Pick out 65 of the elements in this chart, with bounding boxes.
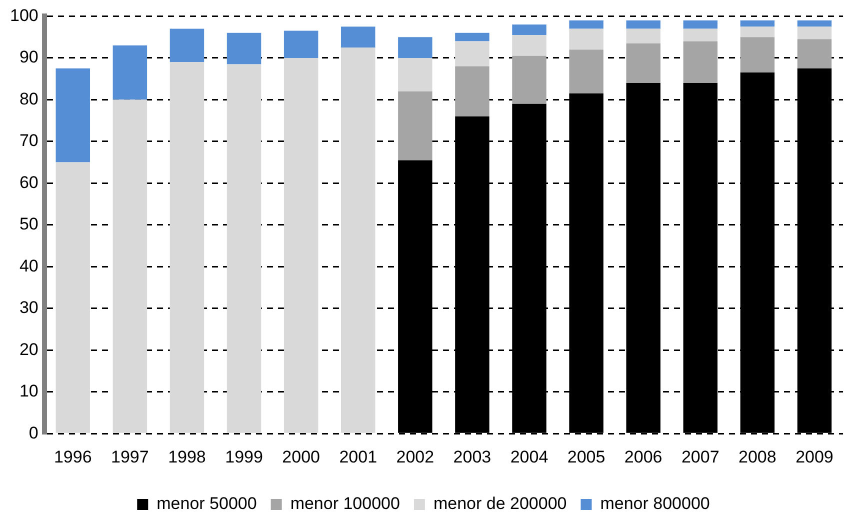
bar	[569, 28, 604, 50]
x-tick-label: 2008	[738, 447, 776, 466]
bar	[112, 45, 148, 100]
bar	[284, 58, 318, 433]
bar	[284, 30, 318, 58]
legend-label: menor de 200000	[433, 494, 567, 514]
bar	[398, 58, 432, 92]
x-tick-label: 1996	[54, 447, 92, 466]
bar	[226, 64, 262, 433]
bar	[56, 68, 90, 162]
y-tick-label: 0	[28, 423, 38, 442]
bar	[112, 100, 148, 433]
legend-label: menor 100000	[290, 494, 400, 514]
bar	[626, 43, 660, 83]
bar	[56, 162, 90, 433]
bar	[512, 56, 546, 104]
bar	[797, 26, 832, 40]
x-tick-label: 1997	[111, 447, 149, 466]
y-tick-label: 20	[19, 340, 38, 359]
bar	[341, 48, 376, 433]
bar	[683, 41, 718, 83]
bar	[626, 20, 660, 29]
bar	[569, 50, 604, 94]
x-tick-label: 2007	[681, 447, 720, 466]
bar	[569, 20, 604, 29]
y-tick-label: 90	[19, 48, 38, 67]
y-tick-label: 80	[19, 89, 38, 108]
bar	[740, 26, 775, 38]
bar	[455, 32, 490, 42]
bar	[170, 62, 204, 433]
x-tick-label: 1999	[225, 447, 263, 466]
y-tick-label: 10	[19, 382, 38, 401]
bar	[398, 37, 432, 58]
x-tick-label: 2005	[567, 447, 606, 466]
bar	[740, 37, 775, 73]
x-tick-label: 2006	[624, 447, 662, 466]
bar	[170, 28, 204, 62]
bar	[683, 28, 718, 42]
x-tick-label: 2003	[453, 447, 492, 466]
bar	[626, 28, 660, 44]
bar	[512, 24, 546, 35]
y-tick-label: 50	[19, 214, 38, 234]
bar	[740, 20, 775, 27]
bar	[455, 66, 490, 116]
x-tick-label: 1998	[168, 447, 206, 466]
x-tick-label: 2004	[510, 447, 548, 466]
y-tick-label: 40	[19, 256, 38, 276]
legend-label: menor 50000	[156, 494, 257, 514]
bar	[226, 32, 262, 64]
y-tick-label: 60	[19, 172, 38, 192]
bar	[455, 41, 490, 66]
bar	[341, 26, 376, 48]
y-tick-label: 100	[10, 6, 38, 25]
x-tick-label: 2009	[796, 447, 834, 466]
y-tick-label: 30	[19, 298, 38, 318]
bar	[797, 20, 832, 27]
bar	[797, 39, 832, 68]
bar	[512, 34, 546, 56]
x-tick-label: 2002	[396, 447, 434, 466]
bar	[398, 91, 432, 160]
x-tick-label: 2001	[339, 447, 378, 466]
bar	[683, 20, 718, 29]
y-tick-label: 70	[19, 131, 38, 150]
legend-label: menor 800000	[600, 494, 710, 514]
x-tick-label: 2000	[282, 447, 320, 466]
